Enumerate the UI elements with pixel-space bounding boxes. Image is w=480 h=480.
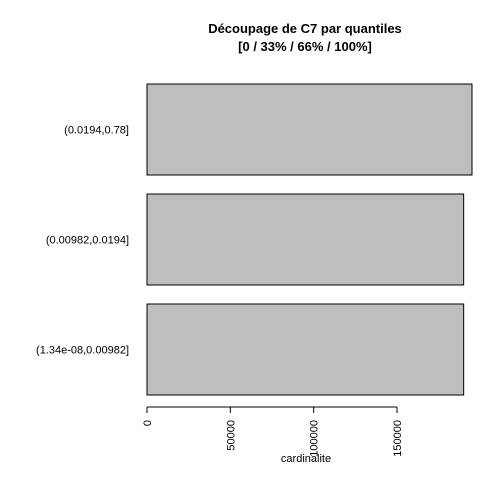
- bar-2: [147, 84, 472, 175]
- x-tick-label-2: 100000: [309, 420, 321, 457]
- chart-title-line2: [0 / 33% / 66% / 100%]: [238, 39, 372, 54]
- category-label-2: (0.0194,0.78]: [64, 125, 129, 137]
- x-tick-label-1: 50000: [225, 420, 237, 451]
- category-labels-group: (1.34e-08,0.00982] (0.00982,0.0194] (0.019…: [36, 125, 129, 357]
- category-label-0: (1.34e-08,0.00982]: [36, 345, 129, 357]
- bar-0: [147, 304, 464, 395]
- x-tick-label-3: 150000: [392, 420, 404, 457]
- bar-1: [147, 194, 464, 285]
- category-label-1: (0.00982,0.0194]: [46, 235, 129, 247]
- bars-group: [147, 84, 472, 395]
- chart-title-line1: Découpage de C7 par quantiles: [208, 21, 402, 36]
- x-axis-label: cardinalite: [281, 453, 331, 465]
- x-tick-label-0: 0: [142, 420, 154, 426]
- x-axis: 0 50000 100000 150000: [142, 407, 404, 457]
